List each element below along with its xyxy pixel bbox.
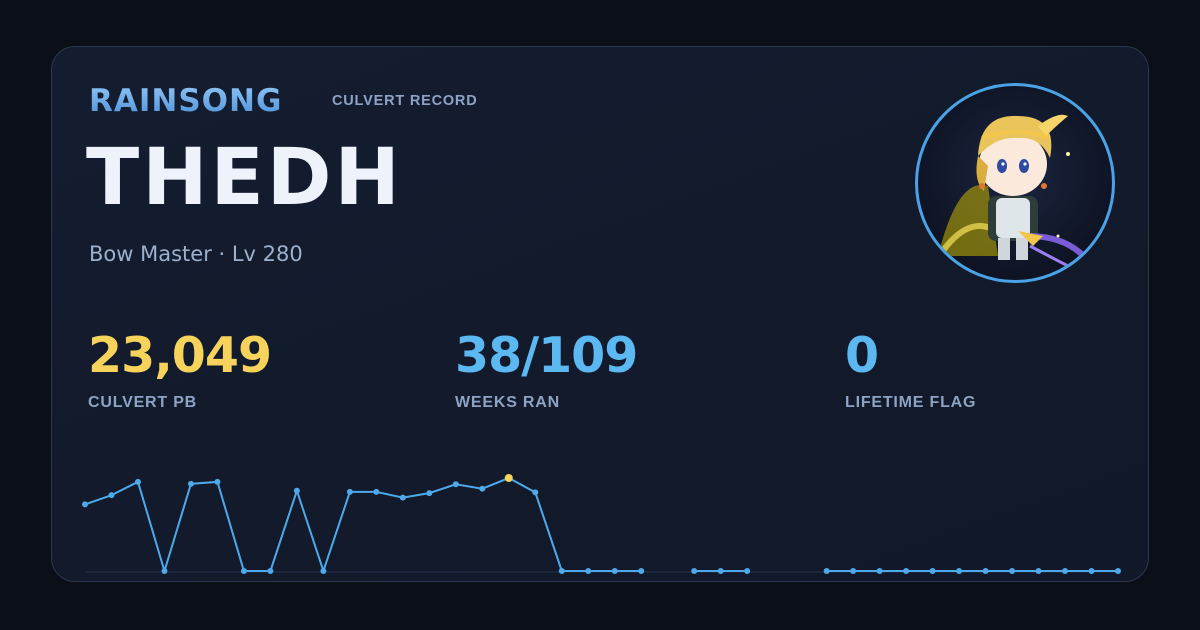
chart-point [1115,568,1121,574]
stat-culvert-pb: 23,049 CULVERT PB [88,327,272,412]
chart-point [823,568,830,574]
series-line [84,476,642,575]
chart-points [82,474,1121,574]
chart-point [1035,568,1042,574]
chart-point [452,481,459,488]
chart-point [267,568,274,574]
chart-point [611,568,618,574]
chart-point [320,568,327,574]
chart-point [850,568,857,574]
chart-point-pb [504,474,513,482]
chart-point [744,568,751,574]
chart-point [134,478,141,485]
stat-lifetime-flag: 0 LIFETIME FLAG [845,331,976,412]
stat-value: 0 [845,327,879,384]
chart-point [293,487,300,494]
stat-label: CULVERT PB [88,394,198,411]
chart-point [532,489,539,496]
record-label: CULVERT RECORD [332,93,478,109]
chart-point [982,568,989,574]
chart-point [373,488,380,495]
chart-point [585,568,592,574]
chart-point [1088,568,1095,574]
chart-point [956,568,963,574]
stat-weeks-ran: 38/109 WEEKS RAN [455,327,638,412]
chart-point [717,568,724,574]
chart-point [214,478,221,485]
culvert-card: RAINSONG CULVERT RECORD THEDH Bow Master… [51,46,1149,582]
player-name: THEDH [86,133,403,223]
chart-point [399,494,406,501]
stat-label: WEEKS RAN [455,394,560,411]
chart-point [346,488,353,495]
chart-point [240,568,247,574]
class-level: Bow Master · Lv 280 [89,242,303,266]
chart-point [1009,568,1016,574]
chart-point [426,490,433,497]
chart-point [479,485,486,492]
chart-point [691,568,698,574]
culvert-history-chart [82,474,1121,575]
stat-value: 23,049 [88,327,272,384]
chart-point [929,568,936,574]
chart-point [638,568,645,574]
stat-label: LIFETIME FLAG [845,394,977,411]
chart-point [903,568,910,574]
brand-logo: RAINSONG [89,83,283,119]
chart-point [82,501,88,508]
stat-value: 38/109 [455,327,638,384]
chart-point [876,568,883,574]
character-avatar-icon [915,83,1115,283]
chart-point [1062,568,1069,574]
chart-point [161,568,168,574]
chart-point [558,568,565,574]
chart-point [187,480,194,487]
chart-point [108,492,115,499]
